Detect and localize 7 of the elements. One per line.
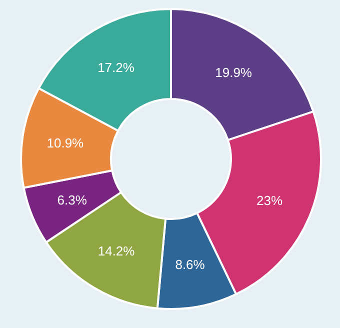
data-label: 14.2%	[98, 244, 136, 259]
data-label: 17.2%	[98, 60, 135, 75]
data-label: 10.9%	[46, 136, 84, 151]
data-label: 19.9%	[215, 64, 252, 80]
data-label: 8.6%	[175, 256, 206, 272]
data-label: 6.3%	[57, 192, 88, 208]
data-label: 23%	[256, 193, 283, 208]
